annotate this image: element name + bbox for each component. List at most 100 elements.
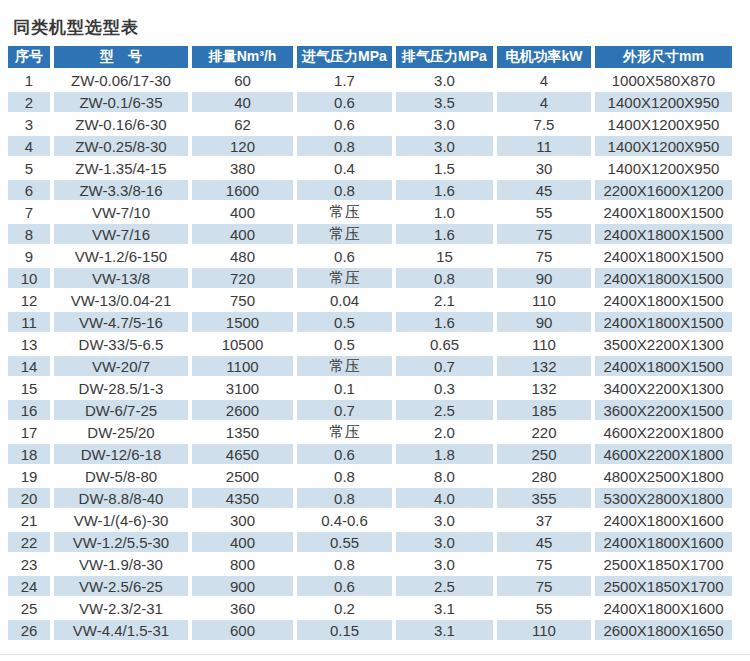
- cell-intake-pressure: 0.6: [297, 444, 392, 464]
- cell-serial: 20: [8, 488, 50, 508]
- cell-model: DW-5/8-80: [54, 466, 188, 486]
- column-header-dimensions: 外形尺寸mm: [595, 46, 732, 68]
- cell-model: VW-13/8: [54, 268, 188, 288]
- cell-motor-power: 90: [497, 268, 591, 288]
- cell-intake-pressure: 0.6: [297, 246, 392, 266]
- cell-exhaust-pressure: 1.0: [396, 202, 493, 222]
- cell-serial: 2: [8, 92, 50, 112]
- cell-model: ZW-0.1/6-35: [54, 92, 188, 112]
- cell-dimensions: 1400X1200X950: [595, 136, 732, 156]
- cell-motor-power: 185: [497, 400, 591, 420]
- cell-displacement: 900: [192, 576, 293, 596]
- cell-exhaust-pressure: 3.1: [396, 598, 493, 618]
- cell-dimensions: 2500X1850X1700: [595, 576, 732, 596]
- cell-dimensions: 1400X1200X950: [595, 158, 732, 178]
- cell-intake-pressure: 0.2: [297, 598, 392, 618]
- table-row: 19DW-5/8-8025000.88.02804800X2500X1800: [8, 466, 732, 486]
- cell-motor-power: 75: [497, 554, 591, 574]
- cell-intake-pressure: 常压: [297, 356, 392, 376]
- cell-serial: 15: [8, 378, 50, 398]
- cell-motor-power: 132: [497, 378, 591, 398]
- cell-serial: 3: [8, 114, 50, 134]
- cell-intake-pressure: 0.8: [297, 554, 392, 574]
- cell-dimensions: 2400X1800X1600: [595, 532, 732, 552]
- cell-serial: 18: [8, 444, 50, 464]
- cell-motor-power: 45: [497, 180, 591, 200]
- table-row: 6ZW-3.3/8-1616000.81.6452200X1600X1200: [8, 180, 732, 200]
- cell-dimensions: 2400X1800X1500: [595, 202, 732, 222]
- cell-displacement: 600: [192, 620, 293, 640]
- cell-model: ZW-0.16/6-30: [54, 114, 188, 134]
- cell-model: VW-1.2/6-150: [54, 246, 188, 266]
- cell-displacement: 480: [192, 246, 293, 266]
- cell-exhaust-pressure: 0.7: [396, 356, 493, 376]
- cell-exhaust-pressure: 2.1: [396, 290, 493, 310]
- cell-model: DW-28.5/1-3: [54, 378, 188, 398]
- cell-motor-power: 45: [497, 532, 591, 552]
- cell-displacement: 800: [192, 554, 293, 574]
- cell-motor-power: 37: [497, 510, 591, 530]
- cell-dimensions: 2400X1800X1500: [595, 224, 732, 244]
- cell-dimensions: 1400X1200X950: [595, 114, 732, 134]
- cell-serial: 25: [8, 598, 50, 618]
- cell-intake-pressure: 0.6: [297, 576, 392, 596]
- table-row: 17DW-25/201350常压2.02204600X2200X1800: [8, 422, 732, 442]
- cell-serial: 14: [8, 356, 50, 376]
- cell-displacement: 40: [192, 92, 293, 112]
- cell-intake-pressure: 常压: [297, 268, 392, 288]
- cell-serial: 16: [8, 400, 50, 420]
- cell-serial: 26: [8, 620, 50, 640]
- cell-intake-pressure: 0.15: [297, 620, 392, 640]
- cell-model: ZW-0.25/8-30: [54, 136, 188, 156]
- cell-serial: 11: [8, 312, 50, 332]
- cell-dimensions: 2400X1800X1500: [595, 246, 732, 266]
- cell-intake-pressure: 1.7: [297, 70, 392, 90]
- cell-serial: 17: [8, 422, 50, 442]
- cell-motor-power: 90: [497, 312, 591, 332]
- column-header-intake-pressure: 进气压力MPa: [297, 46, 392, 68]
- cell-displacement: 1600: [192, 180, 293, 200]
- cell-displacement: 1350: [192, 422, 293, 442]
- column-header-serial: 序号: [8, 46, 50, 68]
- cell-model: ZW-3.3/8-16: [54, 180, 188, 200]
- cell-serial: 22: [8, 532, 50, 552]
- cell-exhaust-pressure: 1.8: [396, 444, 493, 464]
- cell-exhaust-pressure: 2.5: [396, 576, 493, 596]
- cell-intake-pressure: 0.6: [297, 114, 392, 134]
- table-row: 21VW-1/(4-6)-303000.4-0.63.0372400X1800X…: [8, 510, 732, 530]
- cell-displacement: 400: [192, 224, 293, 244]
- cell-serial: 5: [8, 158, 50, 178]
- table-row: 22VW-1.2/5.5-304000.553.0452400X1800X160…: [8, 532, 732, 552]
- cell-exhaust-pressure: 3.0: [396, 114, 493, 134]
- cell-serial: 21: [8, 510, 50, 530]
- cell-motor-power: 30: [497, 158, 591, 178]
- cell-motor-power: 110: [497, 620, 591, 640]
- page-title: 同类机型选型表: [13, 16, 750, 39]
- cell-intake-pressure: 0.5: [297, 334, 392, 354]
- cell-exhaust-pressure: 3.0: [396, 510, 493, 530]
- cell-dimensions: 4600X2200X1800: [595, 444, 732, 464]
- cell-dimensions: 2600X1800X1650: [595, 620, 732, 640]
- cell-intake-pressure: 0.4-0.6: [297, 510, 392, 530]
- cell-motor-power: 7.5: [497, 114, 591, 134]
- table-row: 9VW-1.2/6-1504800.615752400X1800X1500: [8, 246, 732, 266]
- cell-displacement: 4350: [192, 488, 293, 508]
- cell-dimensions: 2400X1800X1500: [595, 312, 732, 332]
- cell-intake-pressure: 0.8: [297, 466, 392, 486]
- cell-displacement: 300: [192, 510, 293, 530]
- cell-intake-pressure: 0.4: [297, 158, 392, 178]
- cell-dimensions: 2400X1800X1600: [595, 510, 732, 530]
- cell-model: VW-4.4/1.5-31: [54, 620, 188, 640]
- table-row: 24VW-2.5/6-259000.62.5752500X1850X1700: [8, 576, 732, 596]
- model-selection-table: 序号型 号排量Nm³/h进气压力MPa排气压力MPa电机功率kW外形尺寸mm 1…: [4, 44, 736, 642]
- cell-dimensions: 3600X2200X1500: [595, 400, 732, 420]
- column-header-displacement: 排量Nm³/h: [192, 46, 293, 68]
- table-row: 8VW-7/16400常压1.6752400X1800X1500: [8, 224, 732, 244]
- cell-serial: 23: [8, 554, 50, 574]
- cell-displacement: 2600: [192, 400, 293, 420]
- cell-motor-power: 75: [497, 576, 591, 596]
- cell-motor-power: 75: [497, 246, 591, 266]
- cell-serial: 7: [8, 202, 50, 222]
- cell-dimensions: 4800X2500X1800: [595, 466, 732, 486]
- cell-displacement: 400: [192, 532, 293, 552]
